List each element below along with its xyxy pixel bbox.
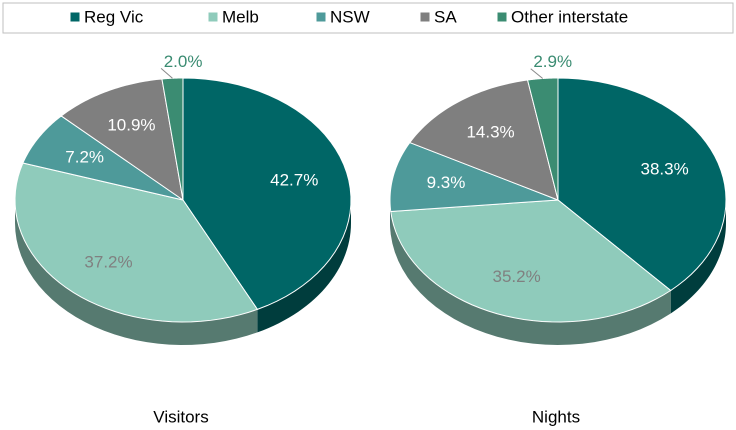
data-label: 2.9%: [533, 52, 572, 71]
slice: [557, 77, 727, 292]
data-label: 14.3%: [466, 123, 514, 142]
slice: [408, 79, 559, 201]
slice-side: [15, 200, 258, 345]
legend-swatch: [496, 11, 508, 23]
legend-swatch: [207, 11, 219, 23]
slice: [389, 141, 559, 213]
data-label: 9.3%: [427, 173, 466, 192]
slice: [60, 78, 184, 202]
chart-title: Nights: [532, 407, 580, 426]
data-label: 10.9%: [107, 115, 155, 134]
slice-side: [390, 211, 671, 345]
leader-line: [160, 68, 173, 79]
legend-label: Other interstate: [511, 7, 628, 26]
data-label: 42.7%: [270, 171, 318, 190]
legend-label: Melb: [222, 7, 259, 26]
legend-swatch: [315, 11, 327, 23]
legend-box: [2, 2, 734, 34]
slice-side: [670, 200, 726, 314]
chart-title: Visitors: [153, 407, 208, 426]
slice: [182, 77, 352, 311]
legend-swatch: [69, 11, 81, 23]
legend-swatch: [419, 11, 431, 23]
data-label: 35.2%: [493, 267, 541, 286]
data-label: 7.2%: [65, 147, 104, 166]
legend-label: Reg Vic: [84, 7, 144, 26]
data-label: 2.0%: [164, 52, 203, 71]
slice: [14, 162, 259, 323]
data-label: 38.3%: [641, 160, 689, 179]
data-label: 37.2%: [84, 252, 132, 271]
legend-label: NSW: [330, 7, 370, 26]
legend-label: SA: [434, 7, 457, 26]
leader-line: [530, 68, 544, 79]
slice: [390, 199, 672, 323]
slice: [22, 115, 184, 201]
